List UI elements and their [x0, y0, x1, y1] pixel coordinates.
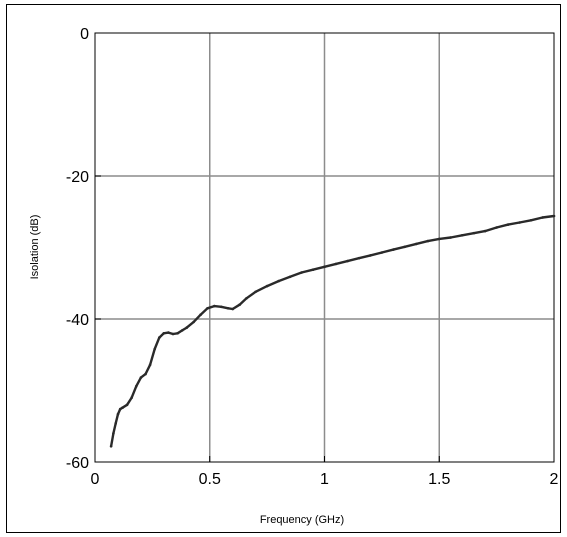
x-tick-label: 0: [91, 471, 100, 488]
data-point: [144, 372, 147, 376]
data-point: [495, 226, 498, 229]
x-tick-label: 0.5: [199, 471, 221, 488]
data-point: [171, 332, 175, 336]
data-point: [180, 329, 184, 332]
data-point: [357, 256, 361, 260]
grid-lines: [95, 33, 554, 462]
isolation-chart: 0 0.5 1 1.5 2 0 -20 -40 -60 Frequency (GHz) Isol…: [29, 26, 559, 526]
data-point: [346, 259, 349, 263]
data-point: [541, 216, 544, 219]
data-point: [116, 412, 120, 416]
x-axis-title: Frequency (GHz): [260, 514, 344, 526]
data-point: [206, 307, 209, 310]
data-point: [460, 234, 464, 237]
tick-labels: 0 0.5 1 1.5 2 0 -20 -40 -60: [66, 26, 559, 488]
data-point: [135, 384, 138, 388]
data-point: [300, 271, 303, 274]
data-point: [369, 254, 372, 257]
y-tick-label: -20: [66, 169, 89, 186]
data-point: [213, 304, 216, 308]
data-point: [438, 237, 441, 241]
y-tick-label: -60: [66, 455, 89, 472]
data-point: [415, 242, 418, 246]
data-point: [529, 219, 533, 222]
data-point: [109, 445, 113, 448]
x-tick-label: 2: [550, 471, 559, 488]
data-point: [158, 336, 161, 339]
x-tick-label: 1.5: [428, 471, 450, 488]
data-point: [245, 297, 248, 300]
tick-marks: [94, 32, 555, 463]
x-tick-label: 1: [320, 471, 329, 488]
data-point: [403, 245, 407, 249]
data-point: [148, 363, 152, 367]
data-point: [518, 221, 521, 224]
data-point: [176, 332, 179, 335]
data-point: [238, 303, 241, 307]
data-point: [153, 347, 156, 351]
data-point: [112, 432, 115, 435]
data-point: [139, 376, 143, 379]
data-point: [334, 262, 338, 266]
data-point: [472, 231, 476, 235]
data-point: [288, 275, 292, 279]
y-axis-title: Isolation (dB): [29, 215, 41, 280]
y-tick-label: -40: [66, 312, 89, 329]
data-point: [114, 422, 117, 425]
data-point: [219, 305, 223, 309]
data-point: [277, 279, 280, 283]
data-point: [392, 248, 395, 251]
data-point: [167, 331, 170, 334]
data-point: [199, 313, 202, 317]
data-point: [506, 223, 510, 226]
data-point: [231, 307, 234, 311]
data-point: [121, 406, 124, 410]
data-point: [265, 284, 269, 288]
y-tick-label: 0: [80, 26, 89, 43]
data-point: [380, 251, 384, 254]
chart-frame: 0 0.5 1 1.5 2 0 -20 -40 -60 Frequency (GHz) Isol…: [6, 4, 561, 533]
data-point: [185, 326, 189, 329]
data-point: [552, 214, 556, 218]
data-point: [162, 332, 166, 335]
data-point: [125, 403, 129, 407]
data-point: [254, 290, 257, 294]
data-point: [323, 265, 326, 269]
data-point: [226, 307, 230, 310]
data-point: [192, 320, 195, 324]
data-points: [109, 214, 556, 448]
data-point: [426, 239, 430, 243]
data-point: [483, 229, 487, 233]
data-point: [118, 407, 122, 411]
data-point: [311, 268, 315, 272]
data-point: [130, 396, 133, 399]
data-point: [449, 236, 453, 239]
